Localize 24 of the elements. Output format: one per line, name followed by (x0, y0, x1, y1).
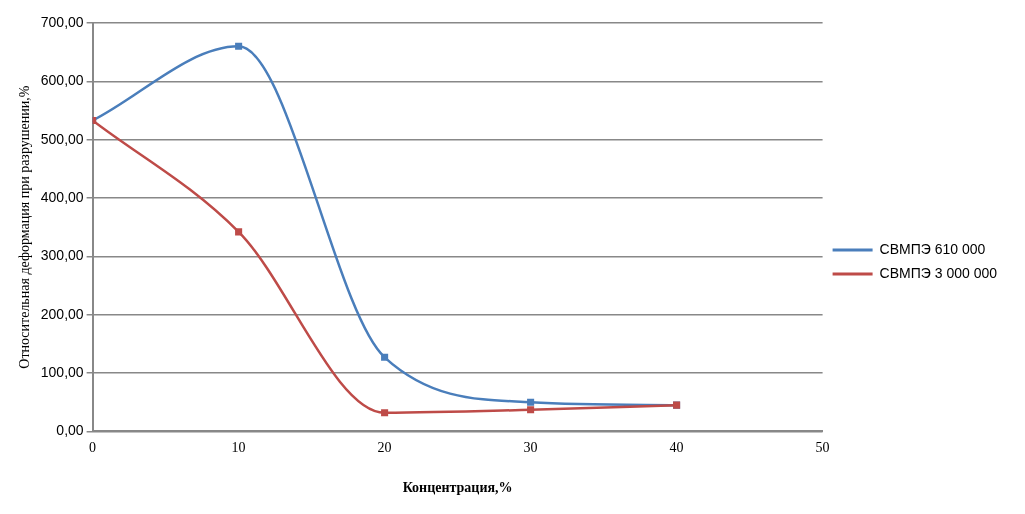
legend-label: СВМПЭ 3 000 000 (879, 264, 998, 281)
y-tick-label: 300,00 (40, 247, 84, 264)
x-axis-title: Концентрация,% (402, 480, 513, 496)
y-tick-label: 700,00 (40, 13, 84, 30)
y-tick-label: 400,00 (40, 188, 84, 205)
x-tick-label: 50 (815, 440, 830, 456)
y-tick-label: 600,00 (40, 72, 84, 89)
point (381, 409, 389, 417)
y-tick-label: 500,00 (40, 130, 84, 147)
y-tick-label: 100,00 (40, 363, 84, 380)
x-tick-label: 10 (231, 440, 246, 456)
x-tick-label: 0 (89, 440, 97, 456)
y-axis-title: Относительная деформация при разрушении,% (17, 85, 33, 369)
x-tick-label: 20 (377, 440, 392, 456)
x-tick-label: 40 (669, 440, 684, 456)
y-tick-label: 200,00 (40, 305, 84, 322)
point (235, 228, 243, 236)
point (381, 353, 389, 361)
point (235, 42, 243, 50)
x-tick-label: 30 (523, 440, 538, 456)
legend-label: СВМПЭ 610 000 (879, 240, 986, 257)
y-tick-label: 0,00 (56, 422, 84, 439)
point (527, 398, 535, 406)
point (527, 406, 535, 414)
